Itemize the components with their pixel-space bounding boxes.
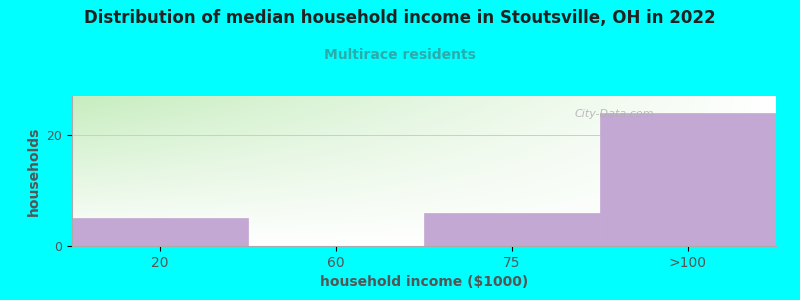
Text: Distribution of median household income in Stoutsville, OH in 2022: Distribution of median household income … — [84, 9, 716, 27]
X-axis label: household income ($1000): household income ($1000) — [320, 275, 528, 289]
Bar — [72, 218, 248, 246]
Text: Multirace residents: Multirace residents — [324, 48, 476, 62]
Bar — [424, 213, 600, 246]
Text: City-Data.com: City-Data.com — [574, 109, 654, 119]
Y-axis label: households: households — [27, 126, 41, 216]
Bar — [600, 113, 776, 246]
